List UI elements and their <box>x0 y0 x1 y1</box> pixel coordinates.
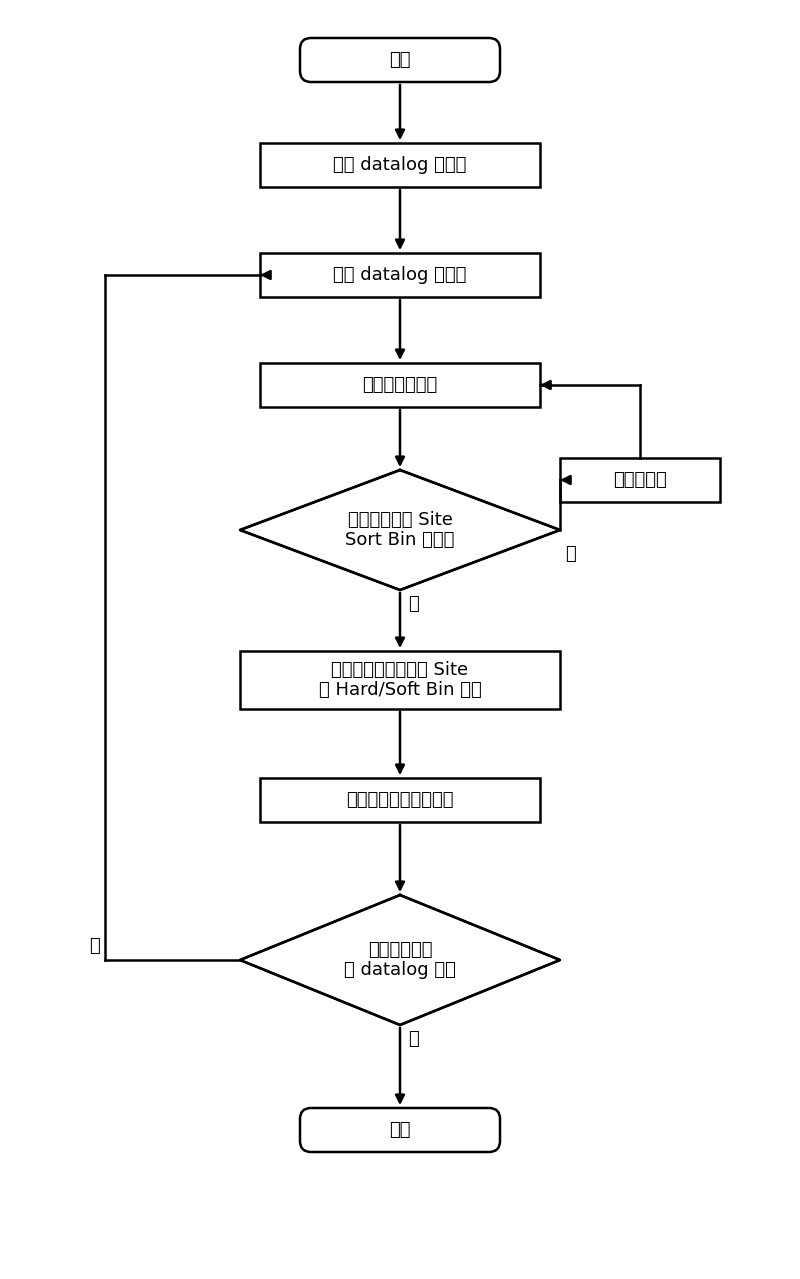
Text: 逐行读取源文件: 逐行读取源文件 <box>362 376 438 394</box>
Text: 是否为最后一
个 datalog 文件: 是否为最后一 个 datalog 文件 <box>344 940 456 980</box>
Text: 选择 datalog 源文件: 选择 datalog 源文件 <box>334 156 466 174</box>
Text: 打开 datalog 源文件: 打开 datalog 源文件 <box>334 266 466 284</box>
FancyBboxPatch shape <box>300 38 500 82</box>
Bar <box>260 363 540 407</box>
Bar <box>560 458 720 501</box>
Text: 否: 否 <box>565 545 576 563</box>
Polygon shape <box>240 895 560 1024</box>
Text: 结束: 结束 <box>390 1120 410 1140</box>
Text: 否: 否 <box>90 938 100 955</box>
Text: 行内是否包含 Site
Sort Bin 字符串: 行内是否包含 Site Sort Bin 字符串 <box>346 510 454 550</box>
Bar <box>260 143 540 187</box>
Text: 读取下一行: 读取下一行 <box>613 471 667 489</box>
Bar <box>260 253 540 297</box>
Text: 记录其下一行的测试 Site
及 Hard/Soft Bin 信息: 记录其下一行的测试 Site 及 Hard/Soft Bin 信息 <box>318 660 482 700</box>
Text: 筛选结果写进目标文件: 筛选结果写进目标文件 <box>346 790 454 810</box>
Text: 是: 是 <box>408 595 418 613</box>
Polygon shape <box>240 469 560 590</box>
Text: 开始: 开始 <box>390 51 410 69</box>
Text: 是: 是 <box>408 1030 418 1048</box>
Bar <box>260 778 540 822</box>
Bar <box>240 651 560 709</box>
FancyBboxPatch shape <box>300 1108 500 1152</box>
